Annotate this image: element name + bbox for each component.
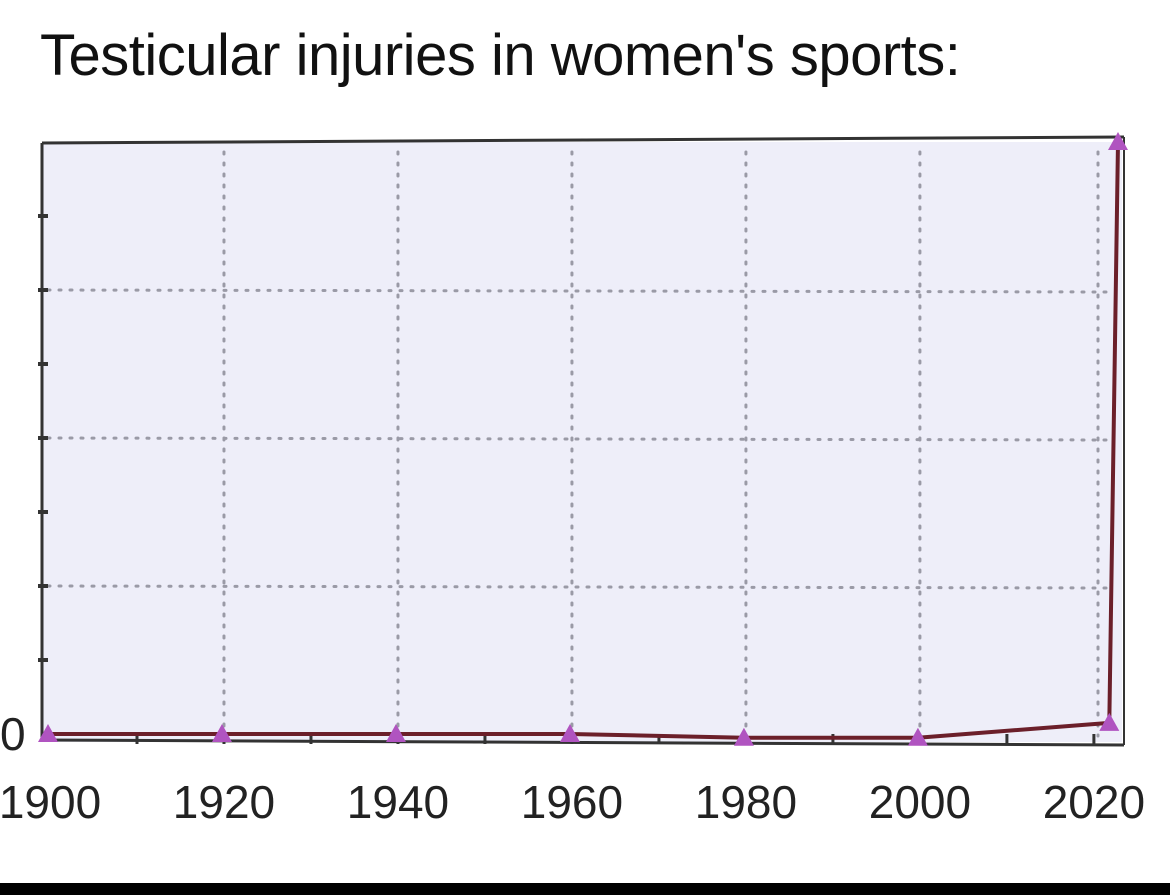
data-point [211, 724, 232, 742]
x-tick-label: 1900 [0, 776, 101, 828]
grid-vertical [222, 150, 1100, 738]
plot-frame-top [41, 135, 1125, 145]
series-line [48, 141, 1120, 740]
data-point [907, 727, 928, 746]
grid-horizontal [46, 288, 1110, 590]
data-point [1099, 712, 1120, 731]
y-ticks [38, 214, 48, 662]
y-tick-label: 0 [0, 708, 26, 760]
grid-line-horizontal [46, 288, 1110, 294]
x-tick-label: 2000 [869, 776, 971, 828]
data-point [38, 724, 58, 742]
x-tick-label: 1980 [695, 776, 797, 828]
x-tick-label: 2020 [1043, 776, 1145, 828]
data-point [385, 724, 406, 742]
data-point [1108, 132, 1128, 150]
x-tick-label: 1920 [173, 776, 275, 828]
x-tick-labels: 1900 1920 1940 1960 1980 2000 2020 [0, 776, 1145, 828]
data-point [733, 727, 754, 746]
series-line-path [48, 141, 1120, 740]
chart-title: Testicular injuries in women's sports: [40, 23, 961, 88]
series-markers [38, 132, 1128, 746]
x-tick-label: 1960 [521, 776, 623, 828]
plot-area [42, 142, 1122, 742]
grid-line-horizontal [46, 436, 1110, 442]
y-tick-labels: 0 [0, 708, 26, 760]
x-tick-label: 1940 [347, 776, 449, 828]
data-point [559, 724, 580, 742]
grid-line-horizontal [46, 584, 1110, 590]
